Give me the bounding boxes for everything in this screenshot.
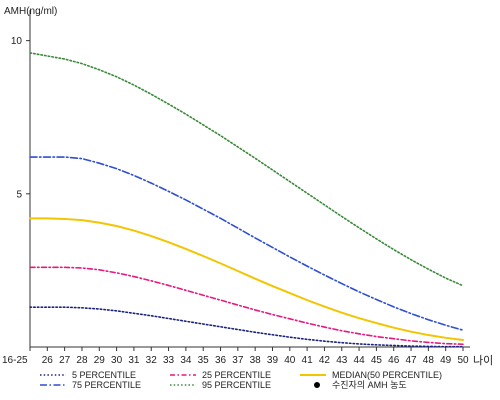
x-tick-label: 46 [388, 355, 400, 366]
plot-area: 5 10 16-25 26 27 28 29 30 31 32 33 34 35 36 37 38 39 40 4… [2, 0, 470, 366]
x-tick-label: 29 [94, 355, 106, 366]
series-line-5-percentile [29, 306, 464, 348]
x-tick-label: 48 [423, 355, 435, 366]
x-tick-label: 31 [128, 355, 140, 366]
legend-item: 95 PERCENTILE [170, 380, 271, 390]
x-tick-label: 37 [232, 355, 244, 366]
legend-item: 25 PERCENTILE [170, 370, 271, 380]
series-lines [29, 52, 464, 348]
x-tick-label: 43 [336, 355, 348, 366]
legend-item: 75 PERCENTILE [40, 380, 141, 390]
legend: 5 PERCENTILE 25 PERCENTILE MEDIAN(50 PERCE… [40, 370, 442, 390]
legend-label: 75 PERCENTILE [72, 380, 141, 390]
x-tick-label: 44 [354, 355, 366, 366]
x-tick-label: 34 [180, 355, 192, 366]
y-tick-label: 10 [11, 36, 23, 47]
y-axis-title: AMH(ng/ml) [4, 6, 57, 17]
x-axis-title: 나이 [473, 354, 493, 367]
legend-label: 수진자의 AMH 농도 [332, 380, 407, 390]
x-tick-label: 33 [163, 355, 175, 366]
x-tick-label: 47 [405, 355, 417, 366]
x-tick-label: 39 [267, 355, 279, 366]
series-line-25-percentile [29, 266, 464, 346]
legend-item: 5 PERCENTILE [40, 370, 136, 380]
x-tick-label: 50 [457, 355, 469, 366]
series-line-median-50-percentile [29, 217, 464, 341]
x-tick-label: 49 [440, 355, 452, 366]
legend-item: MEDIAN(50 PERCENTILE) [300, 370, 442, 380]
series-line-75-percentile [29, 156, 464, 331]
x-tick-label: 38 [250, 355, 262, 366]
x-tick-label: 28 [76, 355, 88, 366]
legend-label: 95 PERCENTILE [202, 380, 271, 390]
x-tick-label: 27 [59, 355, 71, 366]
x-tick-label: 16-25 [2, 355, 28, 366]
series-line-95-percentile [29, 52, 464, 287]
x-tick-label: 36 [215, 355, 227, 366]
y-ticks: 5 10 [11, 36, 30, 200]
x-tick-label: 41 [302, 355, 314, 366]
patient-marker: 11.52 [163, 0, 195, 2]
legend-label: 5 PERCENTILE [72, 370, 136, 380]
legend-label: MEDIAN(50 PERCENTILE) [332, 370, 442, 380]
x-tick-label: 40 [284, 355, 296, 366]
patient-amh-value-label: 11.52 [163, 0, 195, 2]
x-tick-label: 45 [371, 355, 383, 366]
legend-item: 수진자의 AMH 농도 [314, 380, 407, 390]
x-tick-label: 30 [111, 355, 123, 366]
x-tick-label: 42 [319, 355, 331, 366]
legend-label: 25 PERCENTILE [202, 370, 271, 380]
y-tick-label: 5 [16, 189, 22, 200]
x-tick-label: 26 [42, 355, 54, 366]
legend-swatch-marker [314, 382, 320, 388]
x-tick-label: 32 [146, 355, 158, 366]
x-tick-label: 35 [198, 355, 210, 366]
x-ticks: 16-25 26 27 28 29 30 31 32 33 34 35 36 37 38 39 40 41 42 4… [2, 347, 469, 366]
